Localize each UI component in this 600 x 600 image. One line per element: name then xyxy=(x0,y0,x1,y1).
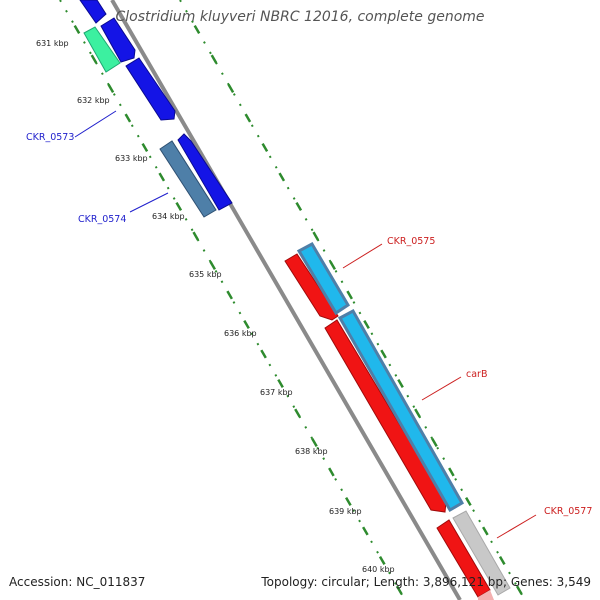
tick-label: 638 kbp xyxy=(295,447,328,456)
gene-label-carb[interactable]: carB xyxy=(466,369,487,380)
major-tick xyxy=(158,172,166,182)
major-tick xyxy=(192,231,199,241)
major-tick xyxy=(363,319,370,330)
major-tick xyxy=(431,437,438,448)
major-tick xyxy=(210,54,218,64)
tick-label: 637 kbp xyxy=(260,388,293,397)
major-tick xyxy=(397,378,404,389)
major-tick xyxy=(345,496,352,507)
tick-labels: 631 kbp 632 kbp 633 kbp 634 kbp 635 kbp … xyxy=(36,39,395,574)
major-tick xyxy=(465,496,472,507)
major-tick xyxy=(141,142,149,153)
gene-arrow-mint[interactable] xyxy=(83,26,121,73)
gene-label-ckr-0574[interactable]: CKR_0574 xyxy=(78,214,126,225)
major-tick xyxy=(380,349,387,359)
major-tick xyxy=(498,555,506,566)
genome-backbone xyxy=(110,0,462,600)
gene-arrow-blue-top[interactable] xyxy=(79,0,107,24)
accession-text: Accession: NC_011837 xyxy=(9,575,146,589)
map-title: Clostridium kluyveri NBRC 12016, complet… xyxy=(115,9,485,25)
major-tick xyxy=(261,142,269,153)
tick-label: 632 kbp xyxy=(77,96,110,105)
major-tick xyxy=(378,555,386,566)
major-tick xyxy=(175,201,183,212)
gene-arrow-blue-2[interactable] xyxy=(125,57,176,121)
gene-label-ckr-0575[interactable]: CKR_0575 xyxy=(387,236,435,247)
major-tick xyxy=(482,526,489,536)
major-tick xyxy=(362,526,369,536)
major-tick xyxy=(107,83,115,94)
gene-leader-line xyxy=(342,243,383,269)
major-ticks xyxy=(73,24,523,595)
gene-leader-line xyxy=(421,376,462,401)
major-tick xyxy=(227,83,235,94)
gene-leader-line xyxy=(496,514,537,539)
gene-leader-line xyxy=(129,192,169,213)
gene-label-ckr-0573[interactable]: CKR_0573 xyxy=(26,132,74,143)
gene-arrow-blue-1[interactable] xyxy=(100,17,136,63)
major-tick xyxy=(414,408,421,418)
gene-arrow-red-1[interactable] xyxy=(284,253,339,321)
tick-label: 631 kbp xyxy=(36,39,69,48)
major-tick xyxy=(448,467,455,477)
major-tick xyxy=(209,260,216,271)
major-tick xyxy=(226,290,233,300)
major-tick xyxy=(73,24,81,35)
major-tick xyxy=(328,467,335,477)
gene-label-ckr-0577[interactable]: CKR_0577 xyxy=(544,506,592,517)
major-tick xyxy=(295,201,303,212)
major-tick xyxy=(244,113,252,123)
major-tick xyxy=(124,113,132,123)
major-tick xyxy=(90,54,98,64)
major-tick xyxy=(260,349,267,359)
gene-arrow-cyan-1[interactable] xyxy=(296,241,351,316)
major-tick xyxy=(395,585,403,595)
tick-label: 634 kbp xyxy=(152,212,185,221)
major-tick xyxy=(311,437,318,448)
tick-label: 636 kbp xyxy=(224,329,257,338)
tick-label: 633 kbp xyxy=(115,154,148,163)
tick-label: 635 kbp xyxy=(189,270,222,279)
tick-label: 639 kbp xyxy=(329,507,362,516)
major-tick xyxy=(329,260,336,271)
major-tick xyxy=(294,408,301,418)
major-tick xyxy=(277,378,284,389)
gene-arrow-blue-3[interactable] xyxy=(177,133,233,211)
gene-arrow-red-carB[interactable] xyxy=(324,319,447,513)
major-tick xyxy=(312,231,319,241)
gene-arrow-cyan-2[interactable] xyxy=(337,308,465,513)
gene-arrow-pink[interactable] xyxy=(478,590,494,600)
major-tick xyxy=(346,290,353,300)
gene-arrow-steel-blue[interactable] xyxy=(159,140,217,218)
major-tick xyxy=(193,24,201,35)
gene-leader-line xyxy=(74,110,117,138)
major-tick xyxy=(278,172,286,182)
gene-arrow-grey[interactable] xyxy=(452,510,511,596)
major-tick xyxy=(243,319,250,330)
major-tick xyxy=(515,585,523,595)
genome-summary-text: Topology: circular; Length: 3,896,121 bp… xyxy=(261,575,591,589)
tick-label: 640 kbp xyxy=(362,565,395,574)
